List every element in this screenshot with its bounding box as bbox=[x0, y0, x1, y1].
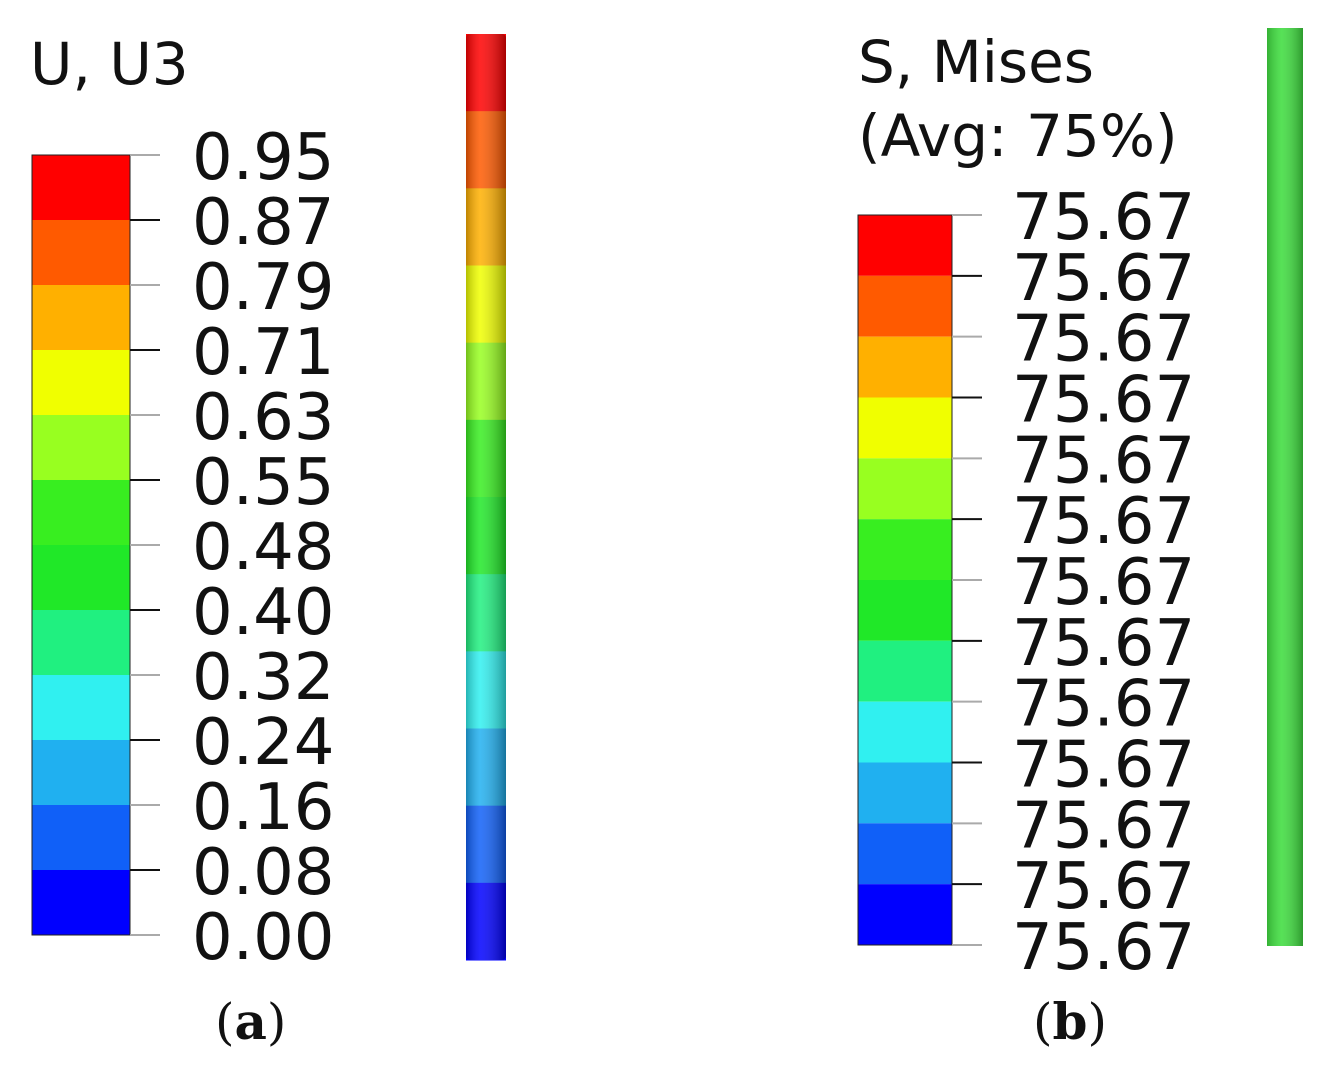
legend-b-color-band-5 bbox=[858, 519, 952, 580]
rod-b-cylinder-shade bbox=[1267, 28, 1303, 946]
panel-a: U, U3 0.95 0.87 0.79 0.71 0.63 0.55 0.48 0.40 0.… bbox=[0, 0, 640, 1088]
legend-a-tick-label-8: 0.32 bbox=[192, 641, 335, 715]
legend-b-tick-label-11: 75.67 bbox=[1012, 850, 1195, 924]
legend-a-color-band-9 bbox=[32, 740, 130, 805]
legend-a-color-band-10 bbox=[32, 805, 130, 870]
legend-b-color-band-0 bbox=[858, 215, 952, 276]
legend-b-color-band-10 bbox=[858, 823, 952, 885]
legend-b-color-band-1 bbox=[858, 275, 952, 337]
legend-a-tick-label-4: 0.63 bbox=[192, 381, 335, 455]
legend-b-tick-label-10: 75.67 bbox=[1012, 789, 1195, 863]
legend-a-color-band-4 bbox=[32, 415, 130, 480]
legend-a-tick-label-5: 0.55 bbox=[192, 446, 335, 520]
legend-a-tick-label-9: 0.24 bbox=[192, 706, 335, 780]
legend-subtitle-avg: (Avg: 75%) bbox=[858, 102, 1178, 170]
caption-b-letter: b bbox=[1052, 992, 1088, 1051]
legend-title-mises: S, Mises bbox=[858, 28, 1094, 96]
legend-a-tick-label-10: 0.16 bbox=[192, 771, 335, 845]
legend-b-color-band-3 bbox=[858, 397, 952, 459]
caption-b-close: ) bbox=[1087, 993, 1107, 1051]
legend-b-color-band-9 bbox=[858, 762, 952, 824]
legend-b-tick-label-0: 75.67 bbox=[1012, 181, 1195, 255]
legend-b-tick-label-8: 75.67 bbox=[1012, 668, 1195, 742]
rod-a-cylinder-shade bbox=[466, 34, 506, 960]
legend-a-color-band-1 bbox=[32, 220, 130, 285]
legend-a-tick-label-3: 0.71 bbox=[192, 316, 335, 390]
legend-b-tick-label-7: 75.67 bbox=[1012, 607, 1195, 681]
legend-a-tick-label-0: 0.95 bbox=[192, 121, 335, 195]
legend-b-tick-label-9: 75.67 bbox=[1012, 729, 1195, 803]
legend-a-color-band-0 bbox=[32, 155, 130, 220]
legend-a-color-band-8 bbox=[32, 675, 130, 740]
legend-a-tick-label-7: 0.40 bbox=[192, 576, 335, 650]
legend-title-u3: U, U3 bbox=[30, 30, 189, 98]
legend-b-graphic: 75.6775.6775.6775.6775.6775.6775.6775.67… bbox=[857, 28, 1303, 985]
legend-a-tick-label-12: 0.00 bbox=[192, 901, 335, 975]
legend-a-color-band-7 bbox=[32, 610, 130, 675]
legend-b-tick-label-2: 75.67 bbox=[1012, 303, 1195, 377]
legend-b-color-band-4 bbox=[858, 458, 952, 520]
legend-b-tick-label-5: 75.67 bbox=[1012, 485, 1195, 559]
legend-a-tick-label-1: 0.87 bbox=[192, 186, 335, 260]
legend-a-color-band-2 bbox=[32, 285, 130, 350]
caption-a-open: ( bbox=[215, 993, 235, 1051]
legend-b-tick-label-3: 75.67 bbox=[1012, 364, 1195, 438]
legend-a-color-band-5 bbox=[32, 480, 130, 545]
legend-b-color-band-6 bbox=[858, 580, 952, 641]
legend-a-tick-label-6: 0.48 bbox=[192, 511, 335, 585]
caption-a-letter: a bbox=[234, 992, 267, 1051]
legend-b-tick-label-4: 75.67 bbox=[1012, 424, 1195, 498]
legend-b-tick-label-12: 75.67 bbox=[1012, 911, 1195, 985]
legend-b-color-band-2 bbox=[858, 336, 952, 398]
caption-a-close: ) bbox=[266, 993, 287, 1051]
legend-a-tick-label-2: 0.79 bbox=[192, 251, 335, 325]
caption-a: (a) bbox=[215, 992, 286, 1052]
caption-b-open: ( bbox=[1033, 993, 1053, 1051]
caption-b: (b) bbox=[1033, 992, 1107, 1052]
legend-a-color-band-6 bbox=[32, 545, 130, 610]
legend-b-color-band-11 bbox=[858, 884, 952, 945]
legend-a-color-band-3 bbox=[32, 350, 130, 415]
legend-b-color-band-8 bbox=[858, 701, 952, 763]
legend-b-tick-label-6: 75.67 bbox=[1012, 546, 1195, 620]
panel-b: S, Mises (Avg: 75%) 75.67 75.67 75.67 75.67… bbox=[640, 0, 1335, 1088]
legend-a-tick-label-11: 0.08 bbox=[192, 836, 335, 910]
legend-a-color-band-11 bbox=[32, 870, 130, 935]
legend-a-graphic: 0.950.870.790.710.630.550.480.400.320.24… bbox=[31, 34, 506, 975]
legend-b-color-band-7 bbox=[858, 640, 952, 702]
legend-b-tick-label-1: 75.67 bbox=[1012, 242, 1195, 316]
